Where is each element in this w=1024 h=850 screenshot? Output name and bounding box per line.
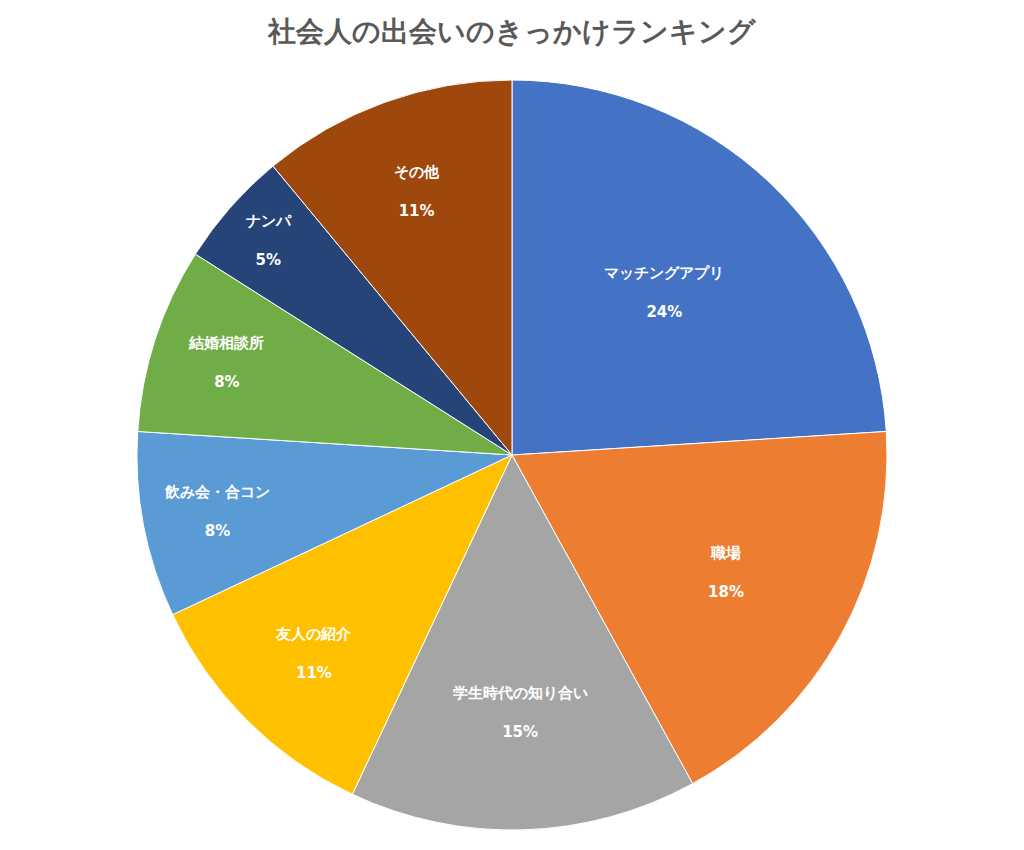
svg-text:その他11%: その他11% [394,163,440,220]
svg-text:社会人の出会いのきっかけランキング: 社会人の出会いのきっかけランキング [267,15,757,48]
svg-text:職場18%: 職場18% [708,544,744,601]
svg-text:友人の紹介11%: 友人の紹介11% [275,625,352,682]
svg-text:ナンパ5%: ナンパ5% [246,212,292,269]
svg-text:結婚相談所8%: 結婚相談所8% [188,334,264,391]
svg-text:飲み会・合コン8%: 飲み会・合コン8% [164,483,270,540]
svg-text:学生時代の知り合い15%: 学生時代の知り合い15% [453,684,588,741]
svg-text:マッチングアプリ24%: マッチングアプリ24% [604,264,724,321]
